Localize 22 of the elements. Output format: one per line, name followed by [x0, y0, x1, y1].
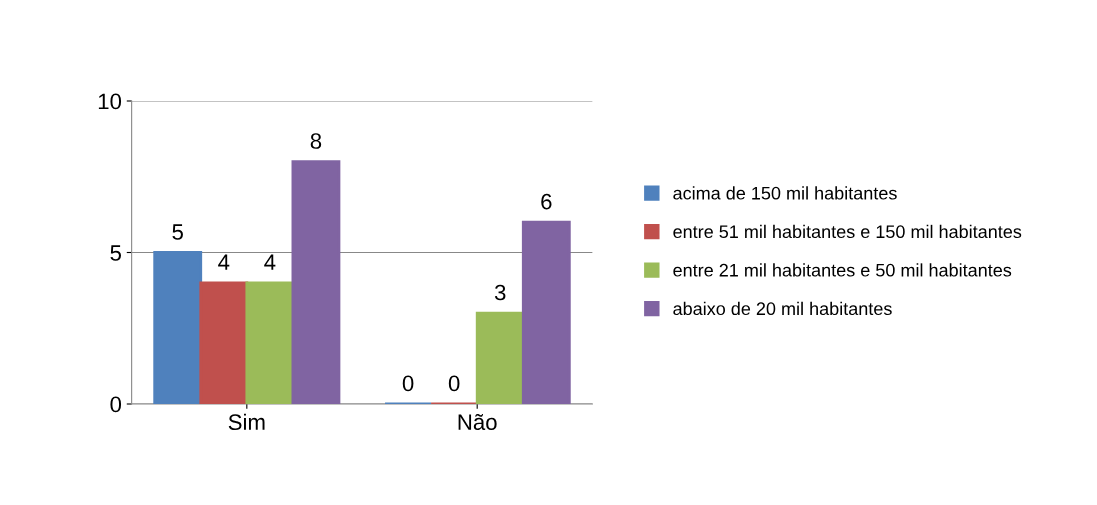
y-tick-label: 0: [110, 396, 122, 413]
x-tick-label: Não: [458, 413, 497, 431]
legend-label: entre 51 mil habitantes e 150 mil habitantes: [673, 224, 1022, 239]
data-label: 4: [264, 254, 276, 270]
bar: [245, 281, 295, 404]
y-tick-label: 10: [98, 93, 122, 110]
legend-label: abaixo de 20 mil habitantes: [673, 301, 892, 316]
data-label: 0: [402, 375, 414, 392]
bar: [521, 220, 571, 404]
data-label: 6: [541, 193, 552, 210]
data-label: 3: [494, 284, 506, 301]
bar: [153, 251, 203, 404]
y-tick-label: 5: [110, 245, 121, 261]
data-label: 0: [448, 375, 460, 392]
legend-label: entre 21 mil habitantes e 50 mil habitantes: [673, 263, 1012, 277]
legend-label: acima de 150 mil habitantes: [673, 186, 897, 200]
data-label: 5: [172, 224, 183, 240]
x-tick-label: Sim: [228, 413, 265, 431]
bar: [291, 160, 341, 404]
bar: [475, 311, 525, 404]
data-label: 4: [218, 254, 230, 270]
data-label: 8: [310, 133, 322, 149]
